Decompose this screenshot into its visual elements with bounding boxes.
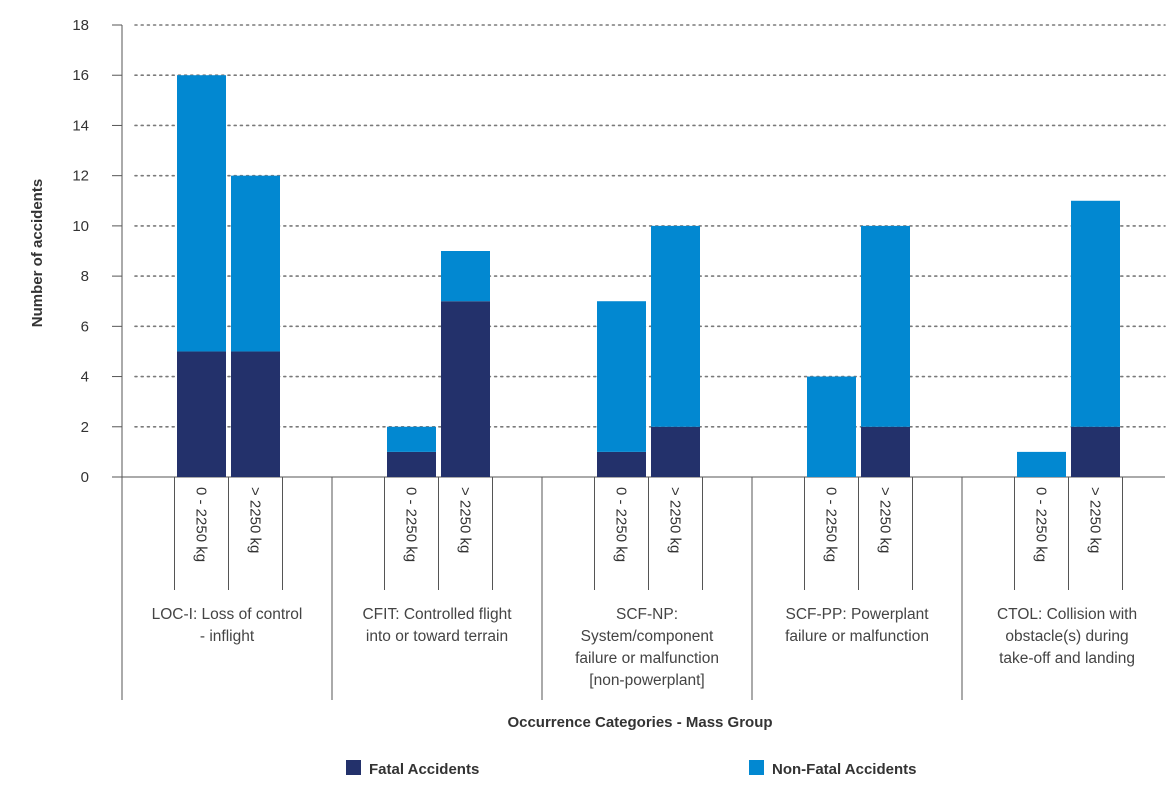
mass-group-label: 0 - 2250 kg bbox=[823, 487, 840, 562]
bar-nonfatal bbox=[861, 225, 910, 427]
y-tick-label: 18 bbox=[72, 17, 89, 34]
bar-nonfatal bbox=[441, 251, 490, 302]
category-label: - inflight bbox=[200, 628, 255, 645]
bar-nonfatal bbox=[651, 225, 700, 427]
category-label: into or toward terrain bbox=[366, 628, 508, 645]
legend-label-fatal: Fatal Accidents bbox=[369, 761, 479, 778]
mass-group-label: 0 - 2250 kg bbox=[403, 487, 420, 562]
mass-group-label: 0 - 2250 kg bbox=[613, 487, 630, 562]
legend-swatch-fatal bbox=[346, 760, 361, 775]
x-axis-labels: 0 - 2250 kg > 2250 kg LOC-I: Loss of contr… bbox=[152, 477, 1137, 700]
legend: Fatal Accidents Non-Fatal Accidents bbox=[346, 760, 916, 778]
gridlines bbox=[134, 24, 1166, 428]
category-label: take-off and landing bbox=[999, 650, 1135, 667]
category-label: failure or malfunction bbox=[575, 650, 719, 667]
category-label: [non-powerplant] bbox=[589, 672, 704, 689]
bar-fatal bbox=[1071, 426, 1120, 477]
y-tick-label: 2 bbox=[81, 419, 89, 436]
legend-label-nonfatal: Non-Fatal Accidents bbox=[772, 761, 916, 778]
bar-nonfatal bbox=[1017, 451, 1066, 477]
y-tick-label: 4 bbox=[81, 369, 89, 386]
legend-swatch-nonfatal bbox=[749, 760, 764, 775]
y-tick-label: 14 bbox=[72, 117, 89, 134]
bar-nonfatal bbox=[597, 301, 646, 452]
bar-fatal bbox=[597, 451, 646, 477]
bar-fatal bbox=[861, 426, 910, 477]
category-label: LOC-I: Loss of control bbox=[152, 606, 303, 623]
category-label: System/component bbox=[581, 628, 714, 645]
y-tick-label: 0 bbox=[81, 469, 89, 486]
category-label: CFIT: Controlled flight bbox=[362, 606, 512, 623]
mass-group-label: 0 - 2250 kg bbox=[193, 487, 210, 562]
x-axis-title: Occurrence Categories - Mass Group bbox=[507, 714, 772, 731]
bar-fatal bbox=[441, 301, 490, 477]
bar-nonfatal bbox=[177, 75, 226, 352]
bar-nonfatal bbox=[387, 426, 436, 452]
mass-group-label: > 2250 kg bbox=[877, 487, 894, 553]
mass-group-label: > 2250 kg bbox=[247, 487, 264, 553]
category-label: obstacle(s) during bbox=[1005, 628, 1128, 645]
bar-fatal bbox=[177, 351, 226, 477]
bars bbox=[177, 75, 1120, 477]
mass-group-label: > 2250 kg bbox=[457, 487, 474, 553]
bar-nonfatal bbox=[231, 175, 280, 352]
category-label: CTOL: Collision with bbox=[997, 606, 1137, 623]
bar-nonfatal bbox=[807, 376, 856, 477]
category-label: SCF-NP: bbox=[616, 606, 678, 623]
bar-nonfatal bbox=[1071, 200, 1120, 427]
y-tick-label: 16 bbox=[72, 67, 89, 84]
category-label: failure or malfunction bbox=[785, 628, 929, 645]
mass-group-label: > 2250 kg bbox=[667, 487, 684, 553]
mass-group-label: 0 - 2250 kg bbox=[1033, 487, 1050, 562]
y-axis-title: Number of accidents bbox=[29, 179, 46, 327]
y-tick-label: 8 bbox=[81, 268, 89, 285]
bar-fatal bbox=[387, 451, 436, 477]
y-tick-label: 10 bbox=[72, 218, 89, 235]
axes: Number of accidents 0 2 4 6 8 10 12 14 16 18 bbox=[29, 17, 1165, 700]
y-tick-label: 6 bbox=[81, 318, 89, 335]
bar-fatal bbox=[231, 351, 280, 477]
category-label: SCF-PP: Powerplant bbox=[786, 606, 930, 623]
y-tick-label: 12 bbox=[72, 168, 89, 185]
bar-fatal bbox=[651, 426, 700, 477]
mass-group-label: > 2250 kg bbox=[1087, 487, 1104, 553]
